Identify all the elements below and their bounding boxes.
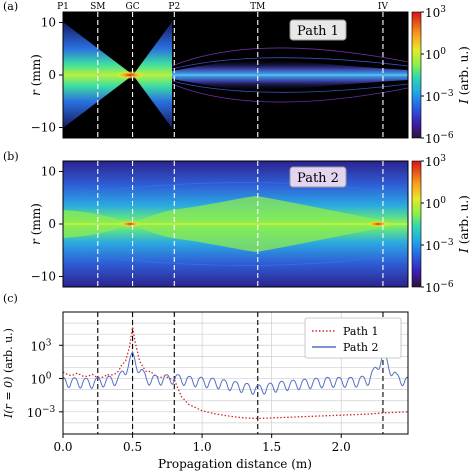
y-tick-label: 10 (41, 16, 56, 30)
series-line-path-2 (63, 350, 408, 396)
panel-b-y-label: r (mm) (29, 203, 43, 245)
panel-a-fringe-2 (171, 83, 408, 103)
panel-a-y-ticks: 10 0 −10 (31, 16, 63, 135)
panel-b-y-ticks: 10 0 −10 (31, 165, 63, 284)
panel-c-legend: Path 1 Path 2 (304, 317, 402, 359)
panel-b-markers (97, 161, 384, 287)
panel-a-badge-text: Path 1 (297, 24, 339, 39)
panel-a-colorbar (411, 11, 422, 139)
panel-c-y-ticks: 103 100 10−3 (27, 338, 63, 420)
panel-a-beam-cone-right (133, 22, 172, 128)
panel-a-markers: P1 SM GC P2 TM IV (57, 2, 388, 138)
x-tick-label: 2.0 (332, 440, 351, 454)
panel-a: (a) P1 SM GC P2 TM IV 100−10 Path 1 r (mm) 10… (3, 0, 471, 146)
colorbar-tick-label: 10−6 (425, 131, 454, 146)
marker-label-sm: SM (90, 2, 105, 12)
colorbar-tick-label: 10−3 (425, 238, 454, 253)
colorbar-tick-label: 103 (425, 154, 446, 169)
panel-a-fringe-1 (171, 47, 408, 67)
panel-b-focus-spot-gc (118, 221, 142, 227)
marker-label-gc: GC (126, 2, 140, 12)
y-tick-label: 0 (48, 217, 56, 231)
panel-c-x-label: Propagation distance (m) (158, 457, 312, 471)
x-tick-label: 1.5 (262, 440, 281, 454)
colorbar-tick-label: 10−3 (425, 89, 454, 104)
panel-a-letter: (a) (3, 0, 18, 13)
panel-b-focus-spot-iv (366, 221, 390, 227)
legend-label: Path 2 (343, 341, 378, 354)
x-tick-label: 1.0 (193, 440, 212, 454)
panel-a-badge-box (289, 19, 347, 41)
colorbar-tick-label: 103 (425, 5, 446, 20)
panel-a-y-label: r (mm) (29, 54, 43, 96)
marker-label-p2: P2 (168, 2, 180, 12)
panel-c-frame (62, 311, 409, 435)
panel-c-letter: (c) (3, 292, 18, 305)
panel-b-colorbar (411, 160, 422, 288)
panel-c-y-label: I(r = 0) (arb. u.) (2, 328, 15, 419)
legend-box (304, 317, 402, 359)
y-tick-label: −10 (31, 270, 56, 284)
panel-b-fringe-2 (63, 252, 408, 266)
panel-b: (b) 100−10 Path 2 r (mm) 10310010−310−6 … (3, 150, 471, 295)
panel-c-x-ticks: 0.0 0.5 1.0 1.5 2.0 (53, 434, 351, 454)
x-tick-label: 0.5 (123, 440, 142, 454)
colorbar-tick-label: 100 (425, 196, 446, 211)
panel-b-fringe-1 (63, 182, 408, 196)
y-tick-label: 103 (30, 338, 51, 353)
marker-label-tm: TM (250, 2, 265, 12)
panel-a-colorbar-ticks: 103 100 10−3 10−6 (421, 5, 454, 146)
y-tick-label: 100 (30, 372, 51, 387)
panel-a-colorbar-label: I (arb. u.) (457, 46, 471, 105)
marker-label-iv: IV (378, 2, 389, 12)
panel-b-colorbar-ticks: 103 100 10−3 10−6 (421, 154, 454, 295)
y-tick-label: −10 (31, 121, 56, 135)
panel-b-letter: (b) (3, 150, 19, 163)
panel-b-badge: Path 2 (289, 166, 347, 188)
y-tick-label: 10 (41, 165, 56, 179)
y-tick-label: 0 (48, 68, 56, 82)
panel-c-lines (63, 327, 408, 420)
marker-label-p1: P1 (57, 2, 69, 12)
panel-b-colorbar-label: I (arb. u.) (457, 195, 471, 254)
legend-label: Path 1 (343, 325, 378, 338)
panel-b-badge-box (289, 166, 347, 188)
colorbar-tick-label: 10−6 (425, 280, 454, 295)
x-tick-label: 0.0 (53, 440, 72, 454)
panel-a-beam-cone-left (63, 22, 133, 128)
panel-a-fringe-4 (171, 80, 408, 93)
panel-a-fringe-3 (171, 57, 408, 70)
panel-a-focus-spot (114, 71, 146, 79)
colorbar-tick-label: 100 (425, 47, 446, 62)
panel-a-badge: Path 1 (289, 19, 347, 41)
series-line-path-1 (63, 327, 408, 420)
y-tick-label: 10−3 (27, 405, 56, 420)
panel-b-badge-text: Path 2 (297, 171, 339, 186)
